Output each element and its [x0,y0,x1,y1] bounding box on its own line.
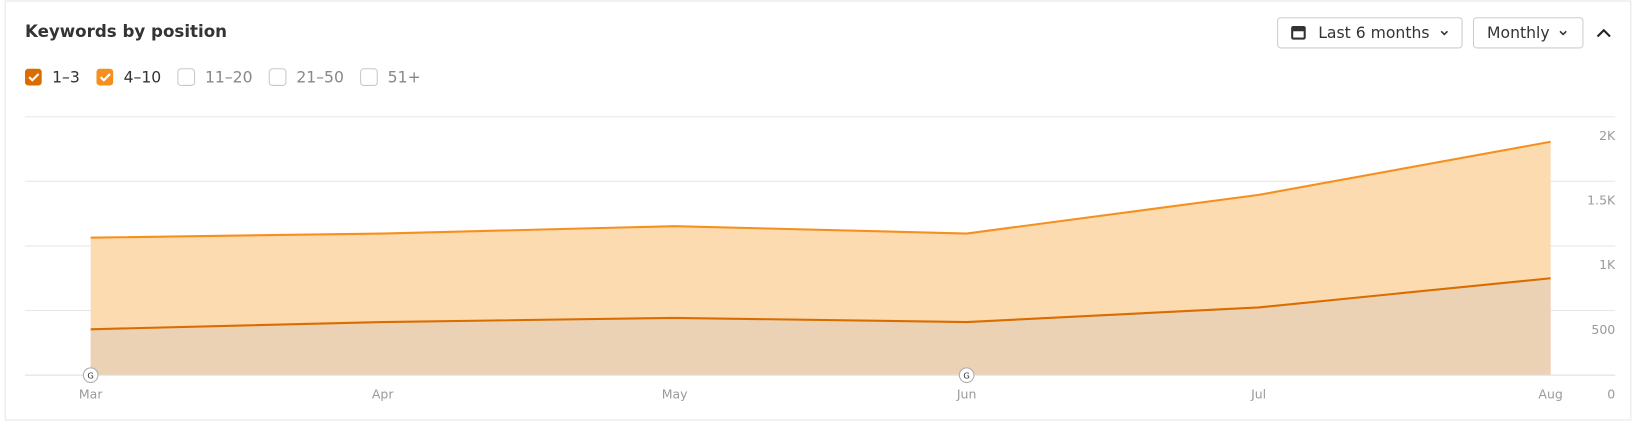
interval-button[interactable] [1472,17,1584,49]
annotation-label: G [963,371,969,381]
area [90,278,1551,376]
collapse-button[interactable] [1596,28,1611,38]
y-tick-label: 2K [1599,128,1616,143]
annotation-marker[interactable] [82,367,99,383]
y-tick-label: 500 [1591,322,1615,337]
x-tick-label: Aug [1538,386,1562,401]
legend-checkbox[interactable] [360,68,378,86]
legend-label: 51+ [388,68,421,87]
y-tick-label: 0 [1607,386,1615,401]
legend-checkbox[interactable] [268,68,287,86]
legend-label: 1–3 [52,68,80,87]
x-tick-label: Mar [79,386,103,401]
chevron [1559,30,1567,36]
check-mark [99,73,111,82]
y-tick-label: 1K [1599,257,1616,272]
legend-checkbox[interactable] [25,68,42,86]
chevron [1440,30,1449,36]
x-tick-label: Jul [1250,386,1266,401]
annotation-label: G [87,371,93,381]
calendar-icon [1291,26,1306,40]
legend-checkbox[interactable] [96,68,114,86]
legend-label: 4–10 [124,68,162,87]
chart-title: Keywords by position [25,22,227,41]
x-tick-label: Jun [956,386,977,401]
x-tick-label: May [662,386,688,401]
legend-label: 11–20 [205,68,253,87]
line [90,277,1551,331]
legend-checkbox[interactable] [177,68,196,86]
annotation-marker[interactable] [958,367,975,383]
interval-label: Monthly [1487,23,1550,42]
line [90,140,1551,239]
legend-label: 21–50 [296,68,344,87]
x-tick-label: Apr [372,386,394,401]
y-tick-label: 1.5K [1587,193,1616,208]
date-range-label: Last 6 months [1318,23,1429,42]
date-range-button[interactable] [1277,17,1463,49]
check-mark [28,73,40,82]
